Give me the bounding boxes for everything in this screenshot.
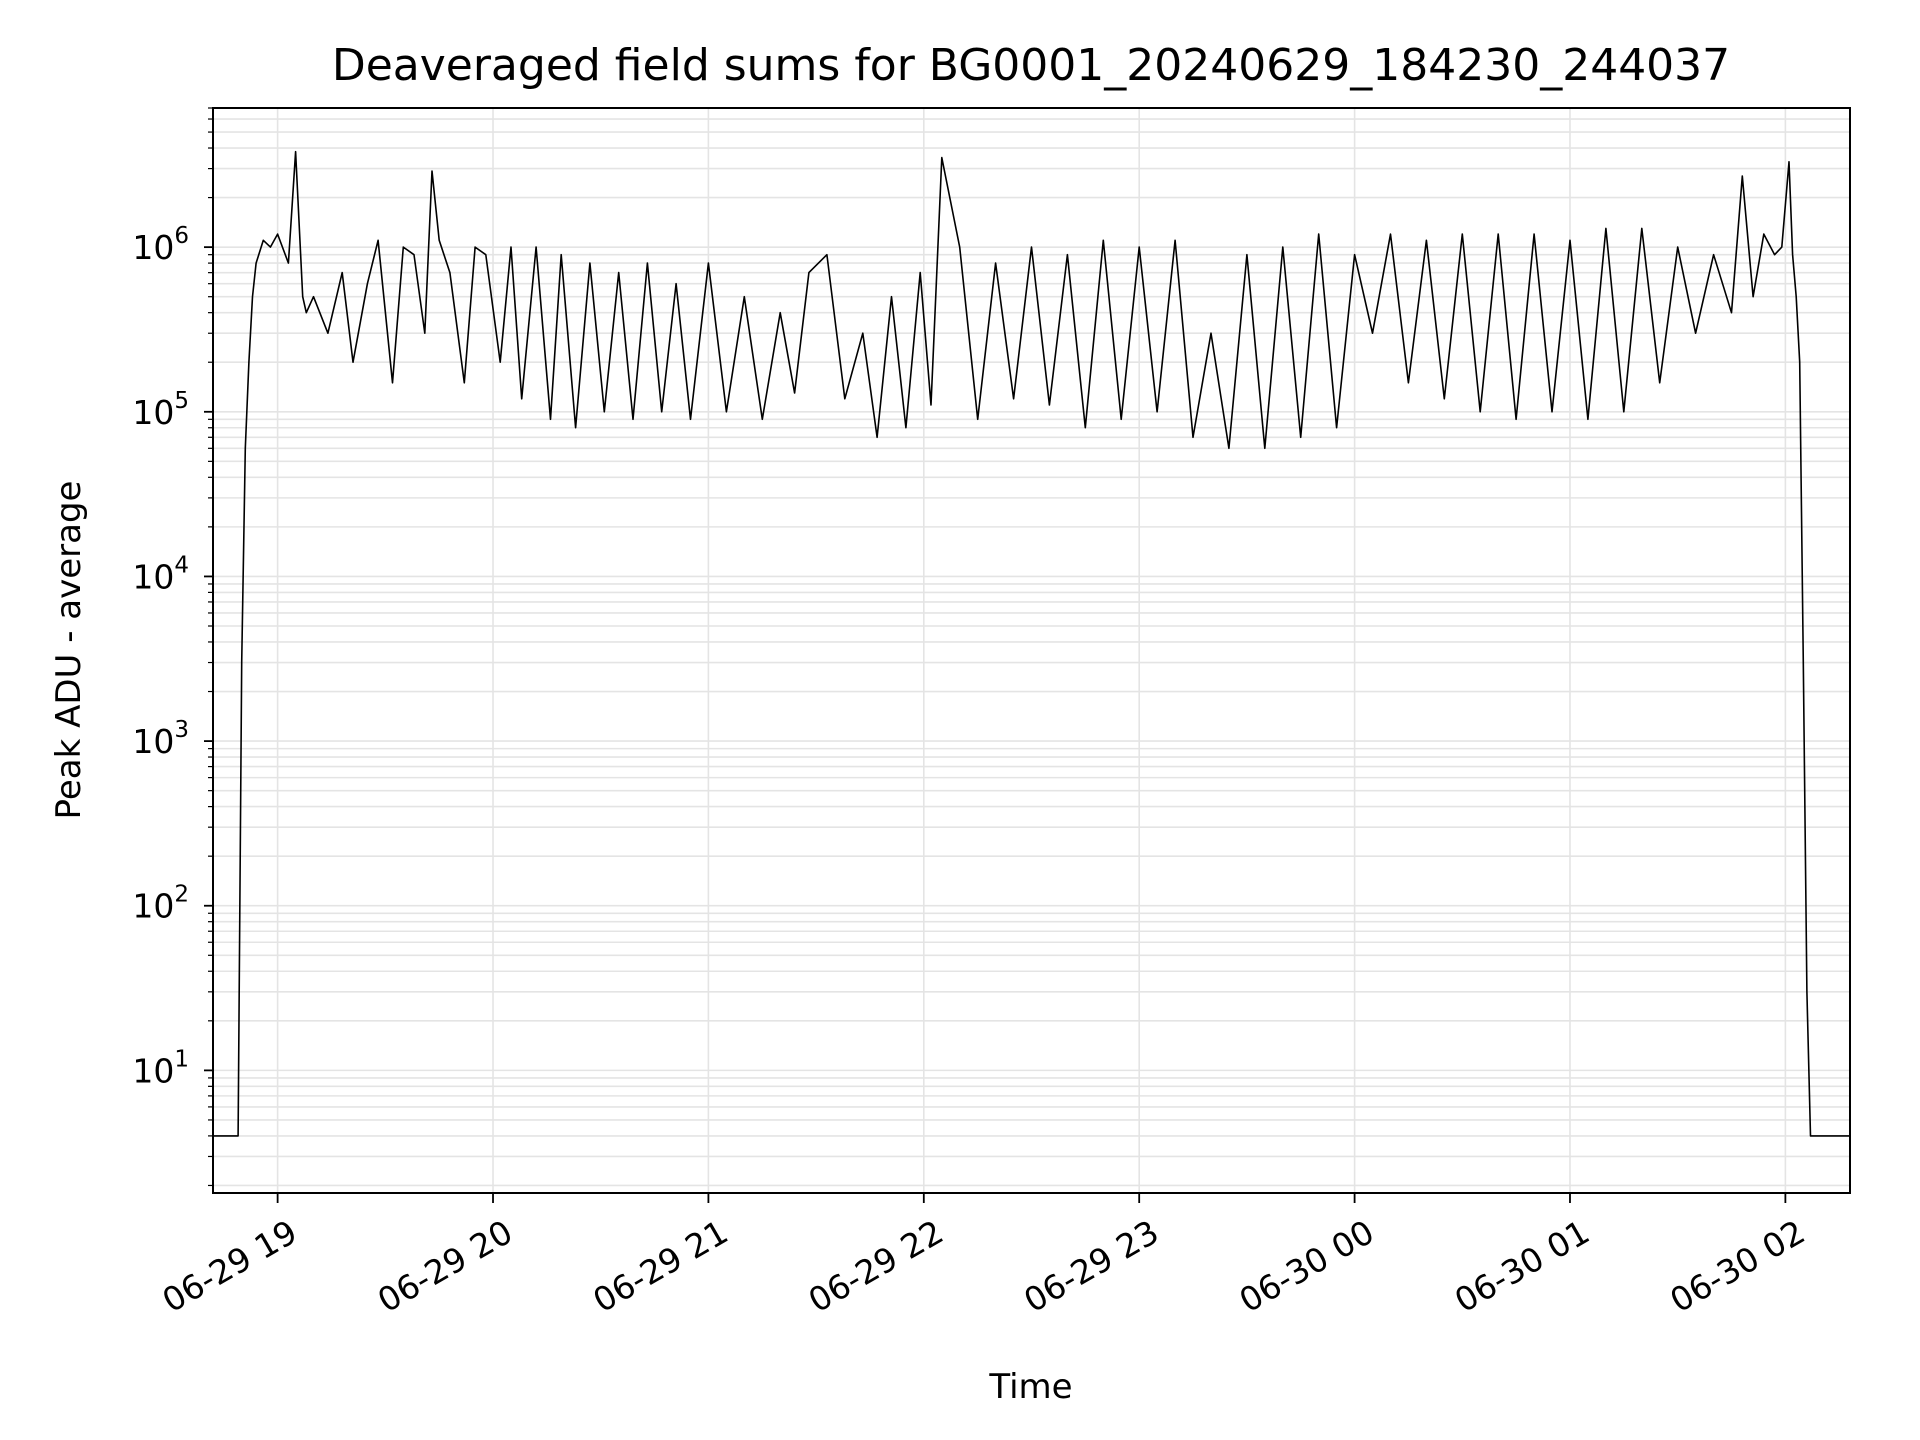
- grid-lines: [213, 107, 1850, 1193]
- y-tick-label: 104: [132, 552, 189, 596]
- plot-frame: [212, 107, 1851, 1194]
- y-tick-base: 10: [132, 557, 174, 596]
- y-tick-base: 10: [132, 887, 174, 926]
- y-tick-label: 102: [132, 882, 189, 926]
- y-tick-label: 101: [132, 1046, 189, 1090]
- y-tick-base: 10: [132, 228, 174, 267]
- y-tick-label: 106: [132, 223, 189, 267]
- y-tick-exponent: 3: [174, 717, 189, 743]
- y-tick-base: 10: [132, 722, 174, 761]
- x-axis-label: Time: [988, 1367, 1072, 1407]
- y-tick-base: 10: [132, 393, 174, 432]
- y-tick-exponent: 1: [174, 1046, 189, 1072]
- y-tick-base: 10: [132, 1051, 174, 1090]
- y-axis-label: Peak ADU - average: [49, 481, 89, 820]
- y-tick-label: 105: [132, 388, 189, 432]
- y-tick-label: 103: [132, 717, 189, 761]
- y-tick-exponent: 5: [174, 388, 189, 414]
- y-tick-exponent: 2: [174, 882, 189, 908]
- series-line: [213, 150, 1850, 1137]
- chart-title: Deaveraged field sums for BG0001_2024062…: [332, 40, 1730, 91]
- y-tick-exponent: 4: [174, 552, 189, 578]
- y-tick-exponent: 6: [174, 223, 189, 249]
